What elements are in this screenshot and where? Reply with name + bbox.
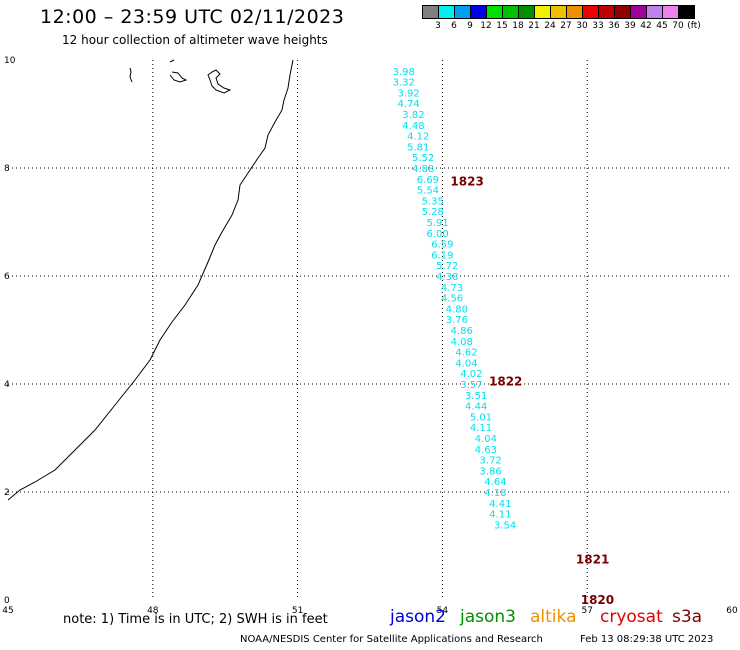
wave-height-value: 5.72 (436, 261, 458, 272)
wave-height-value: 6.69 (417, 175, 439, 186)
wave-values: 3.983.323.924.743.824.484.125.815.524.88… (393, 67, 517, 532)
wave-height-value: 5.81 (407, 142, 429, 153)
wave-height-value: 3.98 (393, 67, 415, 78)
legend-label: 39 (624, 21, 636, 31)
legend-label: 27 (560, 21, 572, 31)
wave-height-value: 4.63 (475, 445, 497, 456)
y-tick-label: 6 (4, 272, 10, 282)
wave-height-value: 3.76 (446, 315, 468, 326)
y-tick-label: 10 (4, 56, 16, 66)
legend-label: 6 (451, 21, 457, 31)
wave-height-value: 4.73 (441, 283, 463, 294)
wave-height-value: 4.48 (402, 121, 424, 132)
color-legend: 3 6 9 12 15 18 21 24 27 30 33 36 39 42 45 70 (ft) (422, 5, 701, 31)
pass-time-label: 1822 (489, 374, 522, 388)
satellite-jason3: jason3 (460, 607, 516, 627)
wave-height-value: 3.57 (460, 380, 482, 391)
legend-label: 33 (592, 21, 604, 31)
y-tick-label: 4 (4, 380, 10, 390)
legend-label: 21 (528, 21, 540, 31)
time-labels: 1823 1822 1821 1820 (450, 175, 614, 608)
wave-height-value: 4.04 (475, 434, 497, 445)
pass-time-label: 1823 (450, 175, 483, 189)
wave-height-value: 3.51 (465, 391, 487, 402)
x-tick-label: 51 (292, 606, 303, 616)
wave-height-value: 5.35 (422, 196, 444, 207)
legend-label: 70 (672, 21, 684, 31)
wave-height-value: 4.11 (470, 423, 492, 434)
wave-height-value: 5.54 (417, 186, 439, 197)
wave-height-value: 3.82 (402, 110, 424, 121)
x-tick-label: 48 (147, 606, 159, 616)
legend-label: 42 (640, 21, 652, 31)
wave-height-value: 6.59 (431, 240, 453, 251)
wave-height-value: 4.56 (441, 294, 463, 305)
x-tick-label: 45 (2, 606, 13, 616)
page-title: 12:00 – 23:59 UTC 02/11/2023 (40, 6, 345, 28)
note-text: note: 1) Time is in UTC; 2) SWH is in fe… (63, 612, 328, 627)
wave-height-value: 4.64 (484, 477, 506, 488)
wave-height-value: 4.18 (484, 488, 506, 499)
wave-height-value: 5.52 (412, 153, 434, 164)
wave-height-value: 4.41 (489, 499, 511, 510)
axis-ticks: 45 48 51 54 57 60 0 2 4 6 8 10 (2, 56, 738, 616)
credit-line: NOAA/NESDIS Center for Satellite Applica… (240, 634, 543, 645)
y-tick-label: 2 (4, 488, 10, 498)
x-tick-label: 57 (581, 606, 592, 616)
x-tick-label: 60 (726, 606, 738, 616)
wave-height-value: 4.11 (489, 510, 511, 521)
wave-height-value: 4.38 (436, 272, 458, 283)
wave-height-value: 5.28 (422, 207, 444, 218)
legend-label: 15 (496, 21, 508, 31)
pass-time-label: 1821 (576, 553, 609, 567)
x-tick-label: 54 (437, 606, 449, 616)
coastline (7, 59, 294, 501)
legend-label: 18 (512, 21, 524, 31)
legend-label: 12 (480, 21, 492, 31)
wave-height-value: 4.86 (451, 326, 473, 337)
wave-height-value: 3.32 (393, 78, 415, 89)
island (169, 59, 188, 83)
wave-height-value: 3.54 (494, 520, 516, 531)
y-tick-label: 0 (4, 596, 10, 606)
y-tick-label: 8 (4, 164, 10, 174)
legend-swatches (422, 5, 695, 19)
wave-height-value: 4.08 (451, 337, 473, 348)
wave-height-value: 3.72 (480, 456, 502, 467)
legend-label: 3 (435, 21, 441, 31)
satellite-s3a: s3a (672, 607, 703, 627)
wave-height-value: 3.92 (397, 88, 419, 99)
satellite-cryosat: cryosat (600, 607, 663, 627)
satellite-jason2: jason2 (390, 607, 446, 627)
satellite-altika: altika (530, 607, 577, 627)
legend-label: 9 (467, 21, 473, 31)
wave-height-value: 3.86 (480, 466, 502, 477)
wave-height-value: 4.62 (455, 348, 477, 359)
wave-height-value: 4.04 (455, 358, 477, 369)
legend-label: (ft) (687, 21, 701, 31)
pass-time-label: 1820 (581, 593, 614, 607)
page-subtitle: 12 hour collection of altimeter wave hei… (62, 33, 328, 47)
wave-height-value: 4.12 (407, 132, 429, 143)
wave-height-value: 4.44 (465, 402, 487, 413)
island (129, 67, 133, 83)
wave-height-value: 6.19 (431, 250, 453, 261)
wave-height-value: 4.88 (412, 164, 434, 175)
wave-height-value: 6.00 (426, 229, 448, 240)
legend-label: 30 (576, 21, 588, 31)
wave-height-value: 4.74 (397, 99, 419, 110)
island (207, 69, 232, 94)
wave-height-value: 5.91 (426, 218, 448, 229)
legend-label: 24 (544, 21, 556, 31)
legend-swatch (678, 5, 695, 19)
legend-labels: 3 6 9 12 15 18 21 24 27 30 33 36 39 42 45 70 (ft) (422, 19, 701, 31)
wave-height-value: 5.01 (470, 412, 492, 423)
legend-label: 36 (608, 21, 620, 31)
legend-label: 45 (656, 21, 668, 31)
map-grid (8, 60, 732, 600)
wave-height-value: 4.80 (446, 304, 468, 315)
wave-height-value: 4.02 (460, 369, 482, 380)
timestamp: Feb 13 08:29:38 UTC 2023 (580, 634, 714, 645)
